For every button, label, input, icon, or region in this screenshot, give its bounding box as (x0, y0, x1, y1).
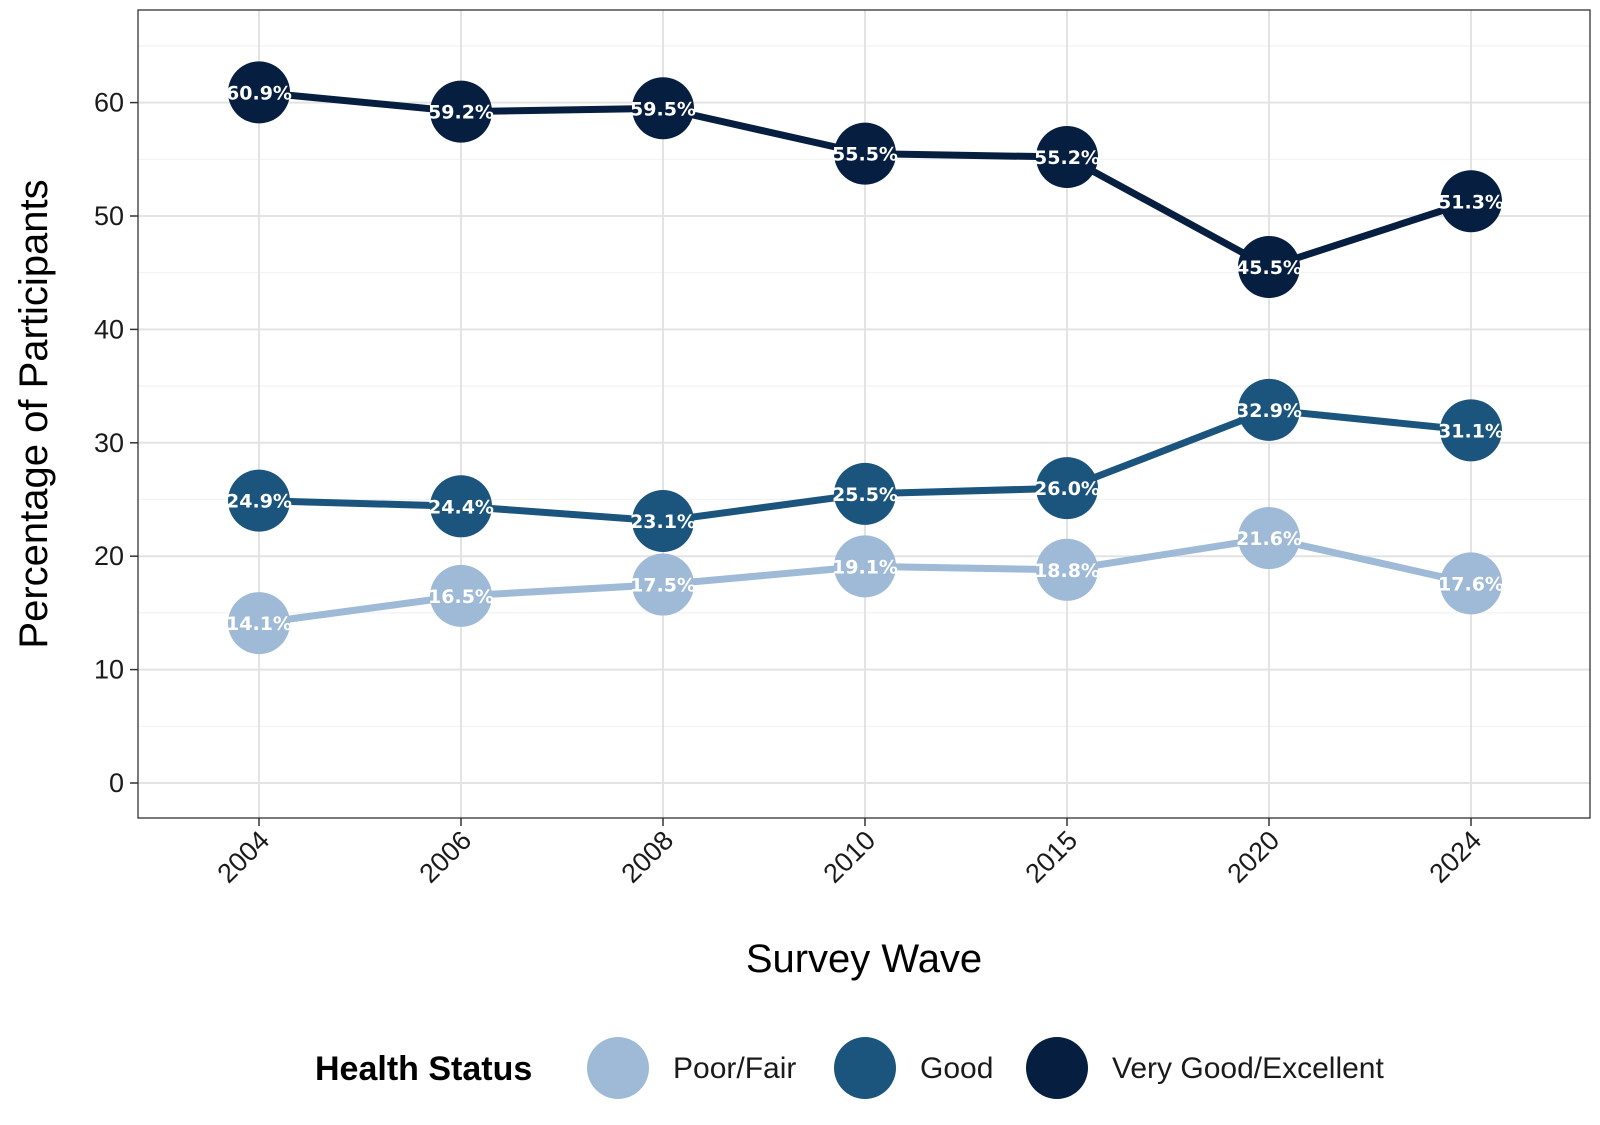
data-label-good: 32.9% (1236, 400, 1302, 422)
data-label-good: 24.4% (428, 496, 494, 518)
data-label-poor-fair: 16.5% (428, 586, 494, 608)
y-tick-label: 60 (94, 88, 124, 118)
y-axis-ticks: 0 10 20 30 40 50 60 (94, 88, 138, 798)
series-very-good-excellent: 60.9% 59.2% 59.5% 55.5% 55.2% 45.5% 51.3% (226, 61, 1504, 299)
data-label-very-good-excellent: 59.5% (630, 98, 696, 120)
y-tick-label: 10 (94, 655, 124, 685)
series-layer: 14.1% 16.5% 17.5% 19.1% 18.8% 21.6% 17.6% 24.9%… (226, 61, 1504, 655)
x-axis-title: Survey Wave (746, 937, 982, 981)
data-label-poor-fair: 19.1% (832, 556, 898, 578)
data-point-very-good-excellent (1238, 236, 1300, 299)
data-label-good: 24.9% (226, 491, 292, 513)
legend-key-poor-fair (587, 1037, 649, 1099)
y-tick-label: 30 (94, 428, 124, 458)
data-point-good (430, 475, 492, 538)
data-point-very-good-excellent (1036, 126, 1098, 189)
y-tick-label: 50 (94, 201, 124, 231)
plot-panel-border (137, 9, 1591, 819)
data-point-poor-fair (1036, 538, 1098, 601)
data-point-good (632, 490, 694, 553)
legend-label-poor-fair: Poor/Fair (673, 1052, 796, 1085)
series-good: 24.9% 24.4% 23.1% 25.5% 26.0% 32.9% 31.1% (226, 378, 1504, 553)
data-point-poor-fair (834, 535, 896, 598)
data-point-good (1238, 378, 1300, 441)
data-point-poor-fair (430, 564, 492, 627)
data-point-very-good-excellent (632, 77, 694, 140)
data-point-poor-fair (1238, 507, 1300, 570)
legend-key-very-good-excellent (1026, 1037, 1088, 1099)
data-point-very-good-excellent (1440, 170, 1502, 233)
data-point-poor-fair (228, 592, 290, 655)
data-label-very-good-excellent: 45.5% (1236, 257, 1302, 279)
data-label-very-good-excellent: 55.5% (832, 144, 898, 166)
y-axis-title: Percentage of Participants (12, 179, 56, 648)
series-poor-fair: 14.1% 16.5% 17.5% 19.1% 18.8% 21.6% 17.6% (226, 507, 1504, 655)
data-label-very-good-excellent: 59.2% (428, 102, 494, 124)
y-tick-label: 20 (94, 541, 124, 571)
legend-key-good (834, 1037, 896, 1099)
data-label-poor-fair: 17.6% (1438, 573, 1504, 595)
data-label-poor-fair: 21.6% (1236, 528, 1302, 550)
legend-title: Health Status (315, 1050, 532, 1088)
data-label-very-good-excellent: 55.2% (1034, 147, 1100, 169)
data-point-good (834, 462, 896, 525)
data-label-poor-fair: 17.5% (630, 575, 696, 597)
legend-label-very-good-excellent: Very Good/Excellent (1112, 1052, 1384, 1085)
y-tick-label: 0 (109, 768, 124, 798)
data-label-good: 26.0% (1034, 478, 1100, 500)
data-label-good: 23.1% (630, 511, 696, 533)
data-label-very-good-excellent: 51.3% (1438, 191, 1504, 213)
data-point-poor-fair (1440, 552, 1502, 615)
data-point-good (228, 469, 290, 532)
y-tick-label: 40 (94, 314, 124, 344)
data-point-good (1036, 457, 1098, 520)
data-label-good: 25.5% (832, 484, 898, 506)
data-label-poor-fair: 14.1% (226, 613, 292, 635)
data-point-good (1440, 399, 1502, 462)
data-point-very-good-excellent (228, 61, 290, 124)
data-label-good: 31.1% (1438, 420, 1504, 442)
legend: Health Status Poor/Fair Good Very Good/Exc… (315, 1037, 1384, 1099)
data-point-very-good-excellent (430, 80, 492, 143)
data-label-poor-fair: 18.8% (1034, 560, 1100, 582)
legend-label-good: Good (920, 1052, 993, 1085)
data-label-very-good-excellent: 60.9% (226, 82, 292, 104)
data-point-poor-fair (632, 553, 694, 616)
data-point-very-good-excellent (834, 122, 896, 185)
